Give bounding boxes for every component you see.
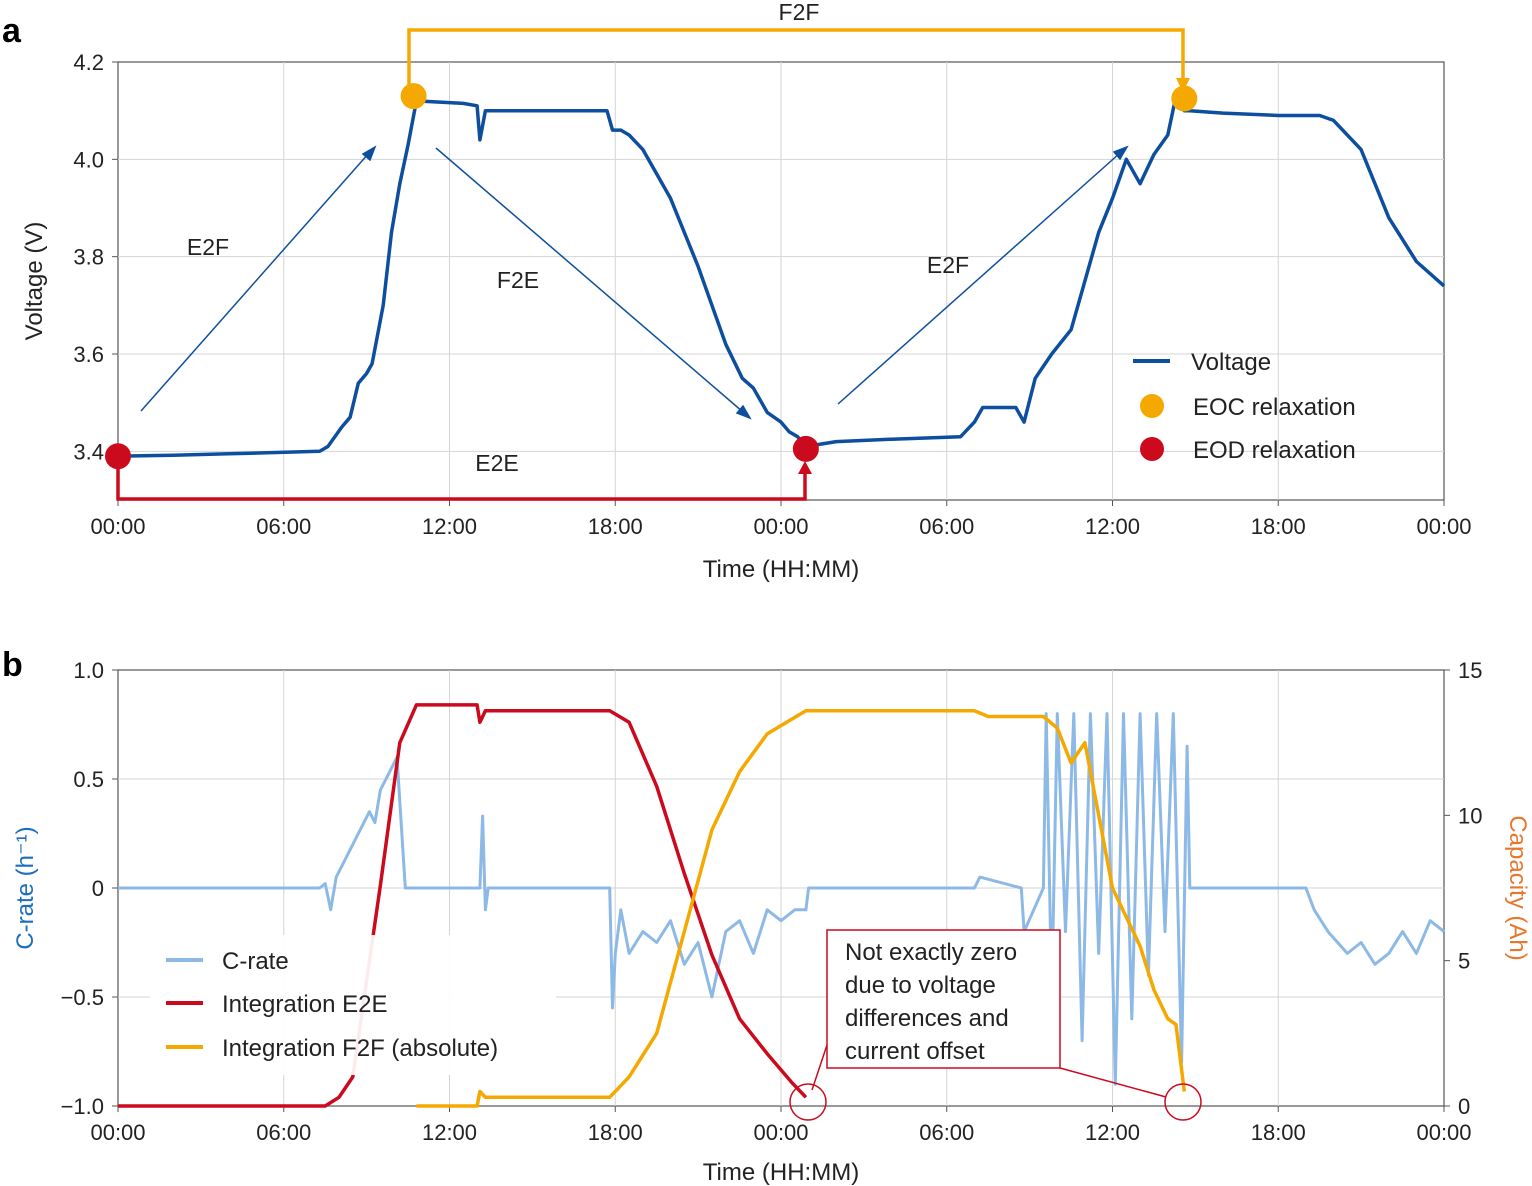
panel-a-markers (105, 83, 1198, 470)
panel-b-x-tick-label: 18:00 (1251, 1120, 1306, 1145)
panel-a-x-ticks: 00:00 06:00 12:00 18:00 00:00 06:00 12:00 18:00… (90, 500, 1472, 539)
marker-eod (792, 435, 819, 462)
panel-a-grid (118, 62, 1444, 500)
panel-a-x-tick-label: 18:00 (1251, 514, 1306, 539)
e2e-label: E2E (475, 450, 518, 476)
panel-a-x-axis-label: Time (HH:MM) (703, 556, 859, 583)
f2f-label: F2F (779, 0, 820, 25)
panel-a-y-tick-label: 3.8 (73, 245, 104, 270)
f2e-label: F2E (497, 267, 539, 293)
e2f-arrowhead-1 (361, 145, 377, 162)
marker-eoc (400, 83, 427, 110)
series-line-integration-e2e (118, 703, 808, 1108)
panel-b-y-tick-label: 1.0 (73, 658, 104, 683)
callout-text: Not exactly zero due to voltage differen… (845, 939, 1024, 1065)
panel-b-y-tick-label: −0.5 (61, 985, 104, 1010)
callout-circle-f2f (1164, 1083, 1202, 1121)
panel-b-x-tick-label: 12:00 (1085, 1120, 1140, 1145)
legend-eod-swatch (1140, 437, 1164, 461)
panel-a-x-tick-label: 18:00 (588, 514, 643, 539)
panel-b-x-tick-label: 00:00 (1416, 1120, 1471, 1145)
series-line-integration-f2f (416, 708, 1187, 1108)
panel-b-y-ticks-left: −1.0 −0.5 0 0.5 1.0 (61, 658, 118, 1119)
panel-a: a 00:00 06:00 12:00 18:00 00:00 06:00 12:00 18:… (2, 0, 1472, 583)
panel-b-x-ticks: 00:00 06:00 12:00 18:00 00:00 06:00 12:00 18:00… (90, 1106, 1472, 1145)
e2e-arrowhead (798, 461, 812, 474)
zero-offset-callout: Not exactly zero due to voltage differen… (789, 929, 1202, 1121)
callout-connector-right (1059, 1067, 1167, 1098)
panel-a-y-tick-label: 3.6 (73, 342, 104, 367)
legend-eod-label: EOD relaxation (1193, 437, 1356, 464)
e2f-arrowhead-2 (1112, 145, 1129, 161)
panel-b-y-right-tick-label: 10 (1458, 803, 1482, 828)
marker-eoc (1171, 85, 1198, 112)
panel-a-x-tick-label: 12:00 (1085, 514, 1140, 539)
panel-a-legend: Voltage EOC relaxation EOD relaxation (1133, 349, 1356, 464)
panel-b-x-tick-label: 06:00 (919, 1120, 974, 1145)
callout-circle-e2e (789, 1083, 827, 1121)
legend-f2f-label: Integration F2F (absolute) (222, 1035, 498, 1062)
panel-b-x-tick-label: 00:00 (753, 1120, 808, 1145)
legend-b-background (150, 935, 556, 1075)
panel-b-x-axis-label: Time (HH:MM) (703, 1159, 859, 1186)
panel-b: b 00:00 06:00 12:00 18:00 00:00 06:00 12:00 18:… (2, 646, 1531, 1186)
f2f-arrowhead (1176, 78, 1190, 92)
panel-b-x-tick-label: 12:00 (422, 1120, 477, 1145)
f2e-arrowhead (735, 404, 752, 420)
panel-a-letter: a (2, 12, 22, 50)
marker-eod (105, 443, 131, 470)
panel-b-x-tick-label: 00:00 (90, 1120, 145, 1145)
f2f-connector (407, 28, 1185, 95)
panel-a-x-tick-label: 06:00 (919, 514, 974, 539)
panel-b-x-tick-label: 06:00 (256, 1120, 311, 1145)
legend-eoc-swatch (1140, 394, 1164, 418)
e2f-label-2: E2F (927, 252, 969, 278)
panel-b-y-tick-label: −1.0 (61, 1094, 104, 1119)
panel-b-x-tick-label: 18:00 (588, 1120, 643, 1145)
panel-b-y-right-tick-label: 15 (1458, 658, 1482, 683)
panel-b-y-ticks-right: 0 5 10 15 (1444, 658, 1482, 1119)
panel-b-y-right-tick-label: 0 (1458, 1094, 1470, 1119)
panel-a-x-tick-label: 06:00 (256, 514, 311, 539)
panel-b-letter: b (2, 646, 23, 684)
e2e-connector (116, 466, 807, 501)
panel-b-y-axis-label: C-rate (h⁻¹) (12, 826, 39, 949)
panel-a-y-tick-label: 4.0 (73, 147, 104, 172)
panel-b-y-right-tick-label: 5 (1458, 949, 1470, 974)
panel-b-y-tick-label: 0.5 (73, 767, 104, 792)
panel-b-series (118, 703, 1445, 1108)
legend-eoc-label: EOC relaxation (1193, 394, 1356, 421)
panel-a-y-tick-label: 4.2 (73, 50, 104, 75)
series-line-voltage (117, 94, 1446, 458)
panel-a-x-tick-label: 12:00 (422, 514, 477, 539)
e2f-arrow-2 (837, 152, 1121, 405)
panel-a-x-tick-label: 00:00 (753, 514, 808, 539)
legend-voltage-label: Voltage (1191, 349, 1271, 376)
panel-a-y-tick-label: 3.4 (73, 439, 104, 464)
series-line-crate (118, 712, 1445, 1086)
legend-crate-label: C-rate (222, 948, 289, 975)
legend-e2e-label: Integration E2E (222, 991, 387, 1018)
panel-b-legend: C-rate Integration E2E Integration F2F (… (150, 935, 556, 1075)
callout-connector-left (811, 1044, 828, 1091)
panel-a-x-tick-label: 00:00 (1416, 514, 1471, 539)
e2f-label-1: E2F (187, 234, 229, 260)
panel-a-y-ticks: 3.4 3.6 3.8 4.0 4.2 (73, 50, 118, 464)
direction-arrows (140, 145, 1129, 420)
panel-a-series (117, 94, 1446, 458)
f2e-arrow (435, 147, 744, 413)
callout-box (826, 929, 1061, 1069)
e2f-arrow-1 (140, 152, 370, 412)
panel-b-y-tick-label: 0 (92, 876, 104, 901)
panel-a-y-axis-label: Voltage (V) (21, 222, 48, 341)
panel-b-y-axis-label-right: Capacity (Ah) (1504, 815, 1531, 960)
panel-a-x-tick-label: 00:00 (90, 514, 145, 539)
